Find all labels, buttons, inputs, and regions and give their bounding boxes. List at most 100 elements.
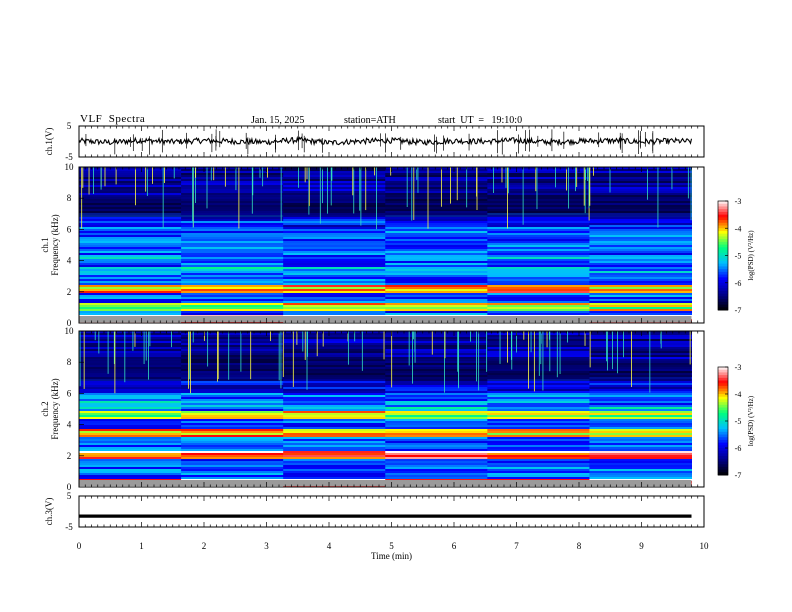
ch2-spectrogram-cell [79,389,182,392]
ch1-spectrogram-cell [385,267,488,270]
ch2-spectrogram-cell [283,391,386,394]
ch1-spectrogram-cell [283,231,386,234]
ch1-spectrogram-cell [181,283,284,286]
ch1-spectrogram-colorbar-tick-label: -3 [735,197,742,206]
ch1-spectrogram-cell [487,253,590,256]
ch1-spectrogram-cell [283,169,386,172]
ch1-spectrogram-cell [385,297,488,300]
ch1-spectrogram-cell [283,173,386,176]
ch2-spectrogram-cell [385,475,488,478]
ch1-spectrogram-cell [589,255,692,258]
ch1-spectrogram-colorbar-cell [718,236,728,240]
ch2-spectrogram-cell [487,411,590,414]
ch1-spectrogram-colorbar-cell [718,217,728,221]
ch1-spectrogram-cell [487,219,590,222]
ch1-spectrogram-cell [589,265,692,268]
ch1-spectrogram-cell [79,223,182,226]
ch2-spectrogram-colorbar-tick-label: -6 [735,444,742,453]
ch1-spectrogram-cell [181,305,284,308]
ch2-spectrogram-cell [181,335,284,338]
ch2-spectrogram-cell [283,441,386,444]
ch1-spectrogram-cell [589,289,692,292]
ch2-spectrogram-cell [79,465,182,468]
ch1-spectrogram-cell [487,221,590,224]
ch1-spectrogram-cell [589,175,692,178]
ch1-spectrogram-cell [589,257,692,260]
ch1-spectrogram-cell [181,271,284,274]
ch1-spectrogram-cell [385,239,488,242]
ch2-spectrogram-colorbar-cell [718,439,728,444]
ch1-spectrogram-cell [487,217,590,220]
ch2-spectrogram-cell [181,431,284,434]
ch2-spectrogram-cell [589,401,692,404]
ch1-spectrogram-cell [181,251,284,254]
ch2-spectrogram-cell [385,435,488,438]
ch1-spectrogram-cell [589,297,692,300]
ch2-spectrogram-colorbar-cell [718,375,728,379]
ch1-spectrogram-cell [181,239,284,242]
ch2-spectrogram-cell [589,397,692,400]
ch2-spectrogram-cell [283,455,386,458]
ch2-spectrogram-cell [79,457,182,460]
ch1-spectrogram-cell [283,223,386,226]
ch1-spectrogram-cell [385,293,488,296]
ch1-spectrogram-cell [385,229,488,232]
ch3-waveform-ytick-label: 5 [67,491,72,501]
ch2-spectrogram-colorbar-cell [718,458,728,462]
ch2-spectrogram-ytick-label: 6 [67,388,72,398]
ch1-spectrogram-cell [181,179,284,182]
ch2-spectrogram-cell [487,435,590,438]
ch2-spectrogram-cell [79,437,182,440]
ch2-spectrogram-cell [487,343,590,346]
ch2-spectrogram-cell [487,451,590,454]
ch2-spectrogram-cell [487,475,590,478]
ch2-spectrogram-cell [283,415,386,418]
ch1-spectrogram-cell [385,271,488,274]
ch2-spectrogram-cell [385,401,488,404]
ch2-spectrogram-cell [487,349,590,352]
ch2-spectrogram-cell [181,459,284,462]
ch1-spectrogram-cell [283,281,386,284]
ch2-spectrogram-ytick-label: 10 [65,326,75,336]
ch1-spectrogram-cell [181,261,284,264]
ch1-spectrogram-cell [79,313,182,316]
ch1-spectrogram-colorbar-cell [718,258,728,262]
ch2-spectrogram-cell [487,449,590,452]
ch2-spectrogram-cell [385,449,488,452]
ch2-spectrogram-cell [79,431,182,434]
ch1-spectrogram-cell [79,265,182,268]
ch1-spectrogram-cell [79,259,182,262]
ch1-spectrogram-cell [79,233,182,236]
ch1-spectrogram-cell [385,243,488,246]
ch1-spectrogram-cell [487,229,590,232]
ch2-spectrogram-cell [487,337,590,340]
ch2-spectrogram-cell [487,357,590,360]
ch1-spectrogram-cell [589,313,692,316]
ch2-spectrogram-cell [385,345,488,348]
ch2-spectrogram-cell [385,417,488,420]
ch2-spectrogram-cell [385,335,488,338]
ch2-spectrogram-cell [589,459,692,462]
ch1-spectrogram-cell [283,321,386,324]
ch2-spectrogram-cell [589,395,692,398]
ch2-spectrogram-cell [181,357,284,360]
ch2-spectrogram-cell [79,355,182,358]
ch2-spectrogram-cell [385,411,488,414]
ch1-spectrogram-colorbar-cell [718,288,728,292]
ch1-spectrogram-ytick-label: 8 [67,193,72,203]
ch2-spectrogram-cell [283,477,386,480]
ch1-spectrogram-cell [79,219,182,222]
ch1-spectrogram-cell [283,185,386,188]
ch2-spectrogram-cell [79,341,182,344]
ch2-spectrogram-colorbar-cell [718,380,728,384]
ch2-spectrogram-cell [181,387,284,390]
ch2-spectrogram-cell [283,401,386,404]
ch2-spectrogram-cell [181,349,284,352]
ch2-spectrogram-colorbar-cell [718,421,728,425]
ch1-spectrogram-colorbar-cell [718,299,728,303]
ch1-spectrogram-cell [79,221,182,224]
ch1-spectrogram-cell [589,253,692,256]
ch2-spectrogram-cell [589,347,692,350]
ch2-spectrogram-cell [487,331,590,334]
ch2-spectrogram-cell [283,343,386,346]
